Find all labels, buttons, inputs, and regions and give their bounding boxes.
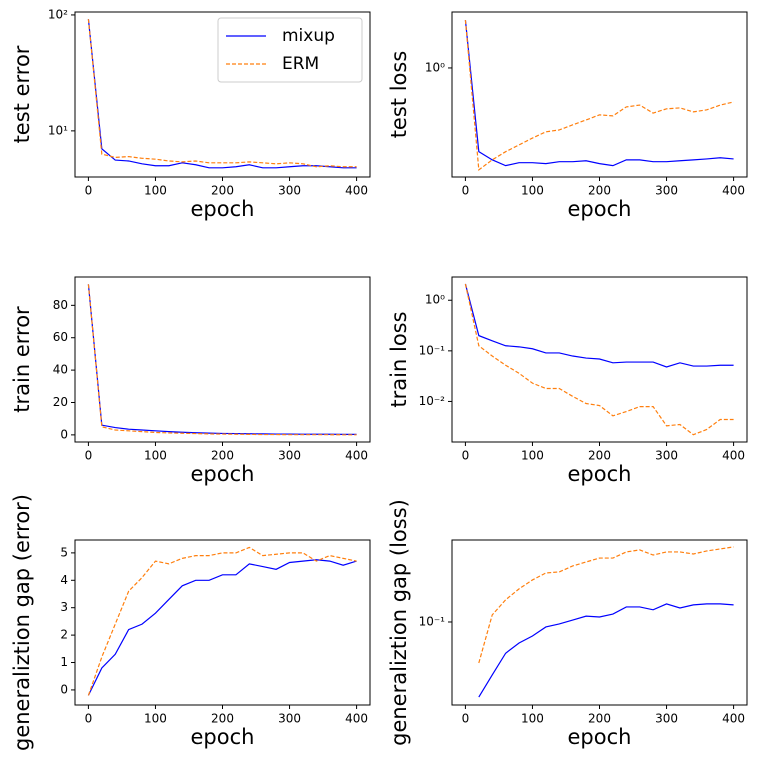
y-tick-label: 0 bbox=[60, 682, 68, 696]
x-tick-label: 200 bbox=[588, 184, 611, 198]
series-line bbox=[464, 283, 734, 368]
axes-frame bbox=[74, 276, 371, 443]
x-tick-label: 300 bbox=[655, 184, 678, 198]
x-tick-label: 300 bbox=[278, 449, 301, 463]
y-tick-label: 60 bbox=[53, 330, 68, 344]
x-tick-label: 0 bbox=[462, 449, 470, 463]
y-axis-label: generaliztion gap (loss) bbox=[387, 499, 411, 746]
y-tick-label: 10⁰ bbox=[425, 60, 445, 74]
y-axis-label: test loss bbox=[387, 51, 411, 139]
x-tick-label: 0 bbox=[462, 184, 470, 198]
y-tick-label: 5 bbox=[60, 545, 68, 559]
subplot: 0 100 200 300 400 10⁰ epoch test loss bbox=[387, 11, 748, 221]
x-tick-label: 100 bbox=[144, 184, 167, 198]
series-line bbox=[478, 546, 734, 664]
x-tick-label: 100 bbox=[521, 712, 544, 726]
y-tick-label: 10⁰ bbox=[425, 293, 445, 307]
series-line bbox=[87, 19, 357, 169]
series-line bbox=[87, 284, 357, 435]
legend-box bbox=[217, 17, 363, 83]
y-axis-label: test error bbox=[10, 45, 34, 143]
x-tick-label: 100 bbox=[521, 184, 544, 198]
series-line bbox=[87, 284, 357, 436]
x-tick-label: 100 bbox=[144, 449, 167, 463]
x-tick-label: 400 bbox=[345, 449, 368, 463]
y-tick-label: 10⁻¹ bbox=[419, 343, 446, 357]
axes-frame bbox=[451, 276, 748, 443]
axes-frame bbox=[74, 539, 371, 706]
y-tick-label: 0 bbox=[60, 427, 68, 441]
y-axis-label: train loss bbox=[387, 311, 411, 407]
x-tick-label: 200 bbox=[588, 712, 611, 726]
x-axis-label: epoch bbox=[568, 725, 632, 749]
subplot: 0 100 200 300 400 10⁻¹ epoch generaliztion gap … bbox=[387, 499, 748, 749]
x-tick-label: 0 bbox=[462, 712, 470, 726]
series-line bbox=[464, 19, 734, 172]
series-line bbox=[87, 559, 357, 696]
x-tick-label: 100 bbox=[144, 712, 167, 726]
x-axis-label: epoch bbox=[191, 462, 255, 486]
subplot: 0 100 200 300 400 10⁻² 10⁻¹ 10⁰ epoch train loss bbox=[387, 276, 748, 486]
x-tick-label: 400 bbox=[345, 184, 368, 198]
legend-label: ERM bbox=[282, 54, 319, 74]
axes-frame bbox=[451, 539, 748, 706]
y-tick-label: 20 bbox=[53, 395, 68, 409]
subplot: 0 100 200 300 400 10¹ 10² epoch test error mixup E… bbox=[10, 7, 371, 221]
subplot: 0 100 200 300 400 0 1 2 3 4 5 epoch generaliztion ga… bbox=[10, 494, 371, 751]
x-tick-label: 400 bbox=[345, 712, 368, 726]
x-tick-label: 300 bbox=[655, 712, 678, 726]
y-axis-label: train error bbox=[10, 306, 34, 413]
y-tick-label: 2 bbox=[60, 628, 68, 642]
x-tick-label: 400 bbox=[722, 184, 745, 198]
y-axis-label: generaliztion gap (error) bbox=[10, 494, 34, 751]
x-tick-label: 0 bbox=[85, 184, 93, 198]
x-axis-label: epoch bbox=[568, 462, 632, 486]
y-tick-label: 3 bbox=[60, 600, 68, 614]
x-tick-label: 300 bbox=[278, 712, 301, 726]
x-tick-label: 0 bbox=[85, 449, 93, 463]
subplot: 0 100 200 300 400 0 20 40 60 80 epoch train error bbox=[10, 276, 371, 486]
series-line bbox=[478, 603, 734, 698]
y-tick-label: 80 bbox=[53, 298, 68, 312]
x-axis-label: epoch bbox=[568, 197, 632, 221]
x-tick-label: 400 bbox=[722, 449, 745, 463]
axes-frame bbox=[74, 11, 371, 178]
x-tick-label: 0 bbox=[85, 712, 93, 726]
x-tick-label: 300 bbox=[278, 184, 301, 198]
x-tick-label: 100 bbox=[521, 449, 544, 463]
axes-frame bbox=[451, 11, 748, 178]
y-tick-label: 10⁻² bbox=[419, 394, 446, 408]
x-tick-label: 200 bbox=[211, 184, 234, 198]
x-axis-label: epoch bbox=[191, 197, 255, 221]
series-line bbox=[464, 283, 734, 436]
y-tick-label: 10⁻¹ bbox=[419, 614, 446, 628]
x-axis-label: epoch bbox=[191, 725, 255, 749]
y-tick-label: 10² bbox=[48, 7, 68, 21]
x-tick-label: 200 bbox=[588, 449, 611, 463]
x-tick-label: 300 bbox=[655, 449, 678, 463]
x-tick-label: 200 bbox=[211, 712, 234, 726]
legend-label: mixup bbox=[282, 26, 335, 46]
x-tick-label: 400 bbox=[722, 712, 745, 726]
series-line bbox=[464, 19, 734, 167]
series-line bbox=[87, 546, 357, 696]
y-tick-label: 4 bbox=[60, 573, 68, 587]
y-tick-label: 10¹ bbox=[48, 123, 68, 137]
y-tick-label: 40 bbox=[53, 363, 68, 377]
y-tick-label: 1 bbox=[60, 655, 68, 669]
x-tick-label: 200 bbox=[211, 449, 234, 463]
